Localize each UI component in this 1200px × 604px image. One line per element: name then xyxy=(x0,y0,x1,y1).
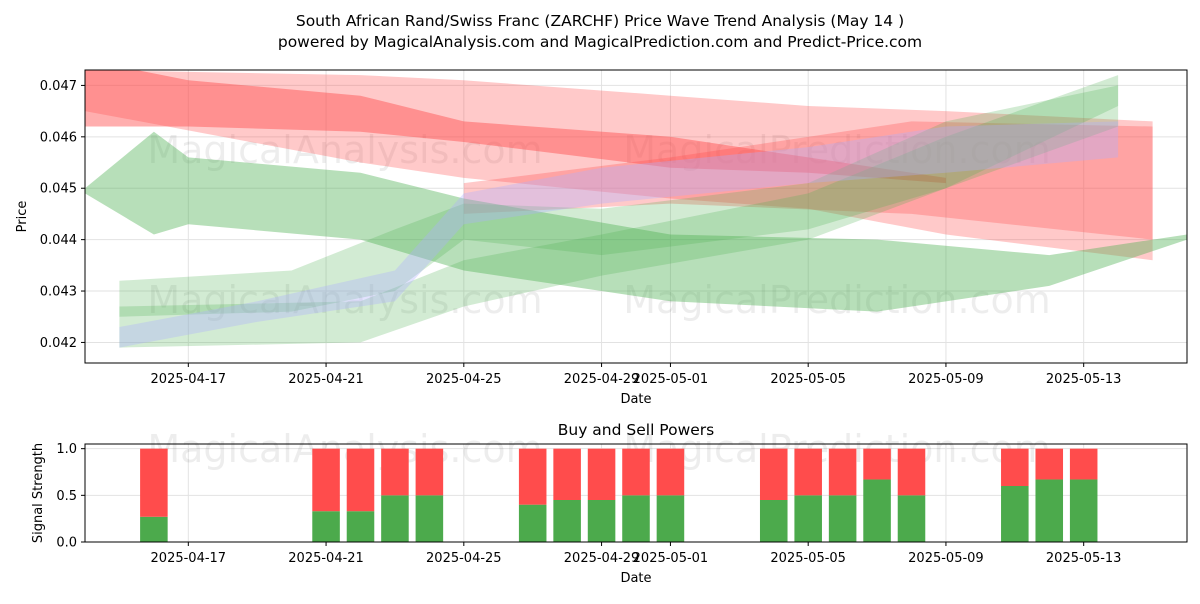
y-tick-label: 0.047 xyxy=(40,79,77,94)
y-tick-label: 0.045 xyxy=(40,182,77,197)
x-tick-label: 2025-05-13 xyxy=(1046,372,1122,387)
sell-bar xyxy=(312,448,340,512)
sell-bar xyxy=(863,448,891,480)
sell-bar xyxy=(518,448,547,505)
sell-bar xyxy=(828,448,857,496)
price-panel: 0.042 0.043 0.044 0.045 0.046 0.047 2025-04-17… xyxy=(15,69,1188,407)
y-tick-label: 0.046 xyxy=(40,130,77,145)
x-axis-label: Date xyxy=(620,392,651,407)
buy-bar xyxy=(863,479,891,542)
wave-band-blue xyxy=(119,121,1119,348)
sell-bar xyxy=(759,448,788,500)
buy-bar xyxy=(897,495,926,542)
x-tick-label: 2025-05-09 xyxy=(908,551,984,566)
sell-bar xyxy=(794,448,822,496)
buy-bar xyxy=(346,511,375,542)
sell-bar xyxy=(381,448,409,496)
x-tick-label: 2025-04-29 xyxy=(564,372,640,387)
price-plot-frame xyxy=(84,69,1188,364)
x-tick-label: 2025-05-13 xyxy=(1046,551,1122,566)
wave-band-green xyxy=(85,131,1187,312)
sell-bar xyxy=(587,448,616,500)
x-tick-label: 2025-05-01 xyxy=(633,551,709,566)
wave-bands xyxy=(85,70,1187,348)
buy-bar xyxy=(312,511,340,542)
watermark-text: MagicalAnalysis.com xyxy=(147,128,542,172)
chart-subtitle: powered by MagicalAnalysis.com and Magic… xyxy=(278,33,922,51)
buy-bar xyxy=(828,495,857,542)
x-tick-label: 2025-04-25 xyxy=(426,372,502,387)
x-tick-label: 2025-04-17 xyxy=(151,551,227,566)
sell-bar xyxy=(1001,448,1029,486)
x-tick-label: 2025-04-17 xyxy=(151,372,227,387)
sell-bar xyxy=(415,448,444,496)
watermark-text: MagicalAnalysis.com xyxy=(147,427,542,471)
sell-bar xyxy=(1035,448,1064,480)
buy-bar xyxy=(381,495,409,542)
buy-bar xyxy=(587,500,616,542)
sell-bar xyxy=(346,448,375,512)
x-tick-label: 2025-05-05 xyxy=(770,372,846,387)
buy-bar xyxy=(518,504,547,542)
signal-plot-frame xyxy=(84,443,1188,543)
y-tick-label: 0.044 xyxy=(40,233,77,248)
buy-bar xyxy=(622,495,650,542)
sell-bar xyxy=(897,448,926,496)
x-tick-label: 2025-05-09 xyxy=(908,372,984,387)
sell-bar xyxy=(553,448,581,500)
watermark-text: MagicalPrediction.com xyxy=(623,278,1051,322)
y-tick-label: 0.042 xyxy=(40,336,77,351)
y-tick-label: 0.043 xyxy=(40,285,77,300)
sell-bar xyxy=(1069,448,1098,480)
chart-title: South African Rand/Swiss Franc (ZARCHF) … xyxy=(296,12,904,30)
price-plot-area xyxy=(85,70,1187,363)
buy-bar xyxy=(656,495,685,542)
signal-chart-title: Buy and Sell Powers xyxy=(558,421,715,439)
buy-bar xyxy=(794,495,822,542)
sell-bar xyxy=(656,448,685,496)
watermark-text: MagicalPrediction.com xyxy=(623,128,1051,172)
wave-band-red xyxy=(85,70,946,184)
wave-band-green xyxy=(119,75,1119,348)
y-tick-label: 0.0 xyxy=(56,536,77,551)
x-tick-label: 2025-05-01 xyxy=(633,372,709,387)
y-axis-label: Price xyxy=(15,201,30,233)
y-tick-label: 0.5 xyxy=(56,489,77,504)
buy-bar xyxy=(415,495,444,542)
x-axis-label: Date xyxy=(620,571,651,586)
buy-bar xyxy=(1001,486,1029,542)
wave-band-red xyxy=(85,70,1153,261)
wave-band-green xyxy=(119,85,1119,317)
buy-bar xyxy=(553,500,581,542)
x-tick-label: 2025-04-21 xyxy=(288,551,364,566)
buy-bar xyxy=(140,516,168,542)
buy-bar xyxy=(1069,479,1098,542)
sell-bar xyxy=(622,448,650,496)
x-tick-label: 2025-04-29 xyxy=(564,551,640,566)
wave-band-red xyxy=(463,121,1153,240)
signal-panel: 0.0 0.5 1.0 2025-04-17 2025-04-21 2025-04-25 2… xyxy=(31,421,1188,586)
y-tick-label: 1.0 xyxy=(56,442,77,457)
buy-bar xyxy=(1035,479,1064,542)
watermark-text: MagicalAnalysis.com xyxy=(147,278,542,322)
x-tick-label: 2025-04-25 xyxy=(426,551,502,566)
sell-bar xyxy=(140,448,168,517)
x-tick-label: 2025-04-21 xyxy=(288,372,364,387)
x-tick-label: 2025-05-05 xyxy=(770,551,846,566)
buy-bar xyxy=(759,500,788,542)
y-axis-label: Signal Strength xyxy=(31,443,46,543)
